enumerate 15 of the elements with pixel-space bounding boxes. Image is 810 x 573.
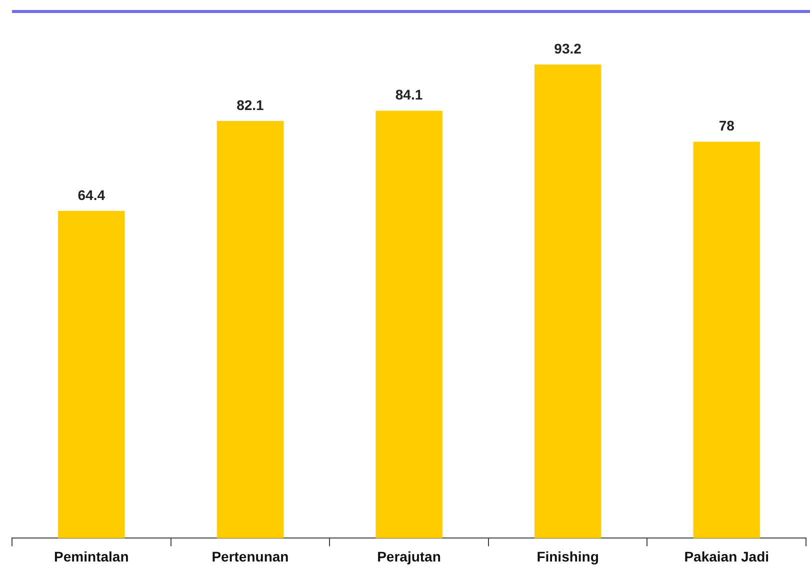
bar [693, 142, 760, 538]
bar [376, 110, 442, 538]
data-label: 93.2 [554, 40, 582, 56]
bar [534, 64, 602, 538]
data-label: 78 [718, 118, 735, 134]
x-tick-label: Pakaian Jadi [684, 548, 770, 564]
data-label: 84.1 [395, 86, 423, 103]
x-tick-label: Finishing [536, 548, 599, 564]
bar [216, 120, 284, 538]
data-label: 64.4 [78, 186, 106, 203]
x-tick-label: Perajutan [377, 548, 441, 564]
bar [58, 210, 125, 538]
data-label: 82.1 [236, 96, 264, 113]
x-tick-label: Pemintalan [54, 548, 129, 564]
x-tick-label: Pertenunan [212, 548, 289, 564]
